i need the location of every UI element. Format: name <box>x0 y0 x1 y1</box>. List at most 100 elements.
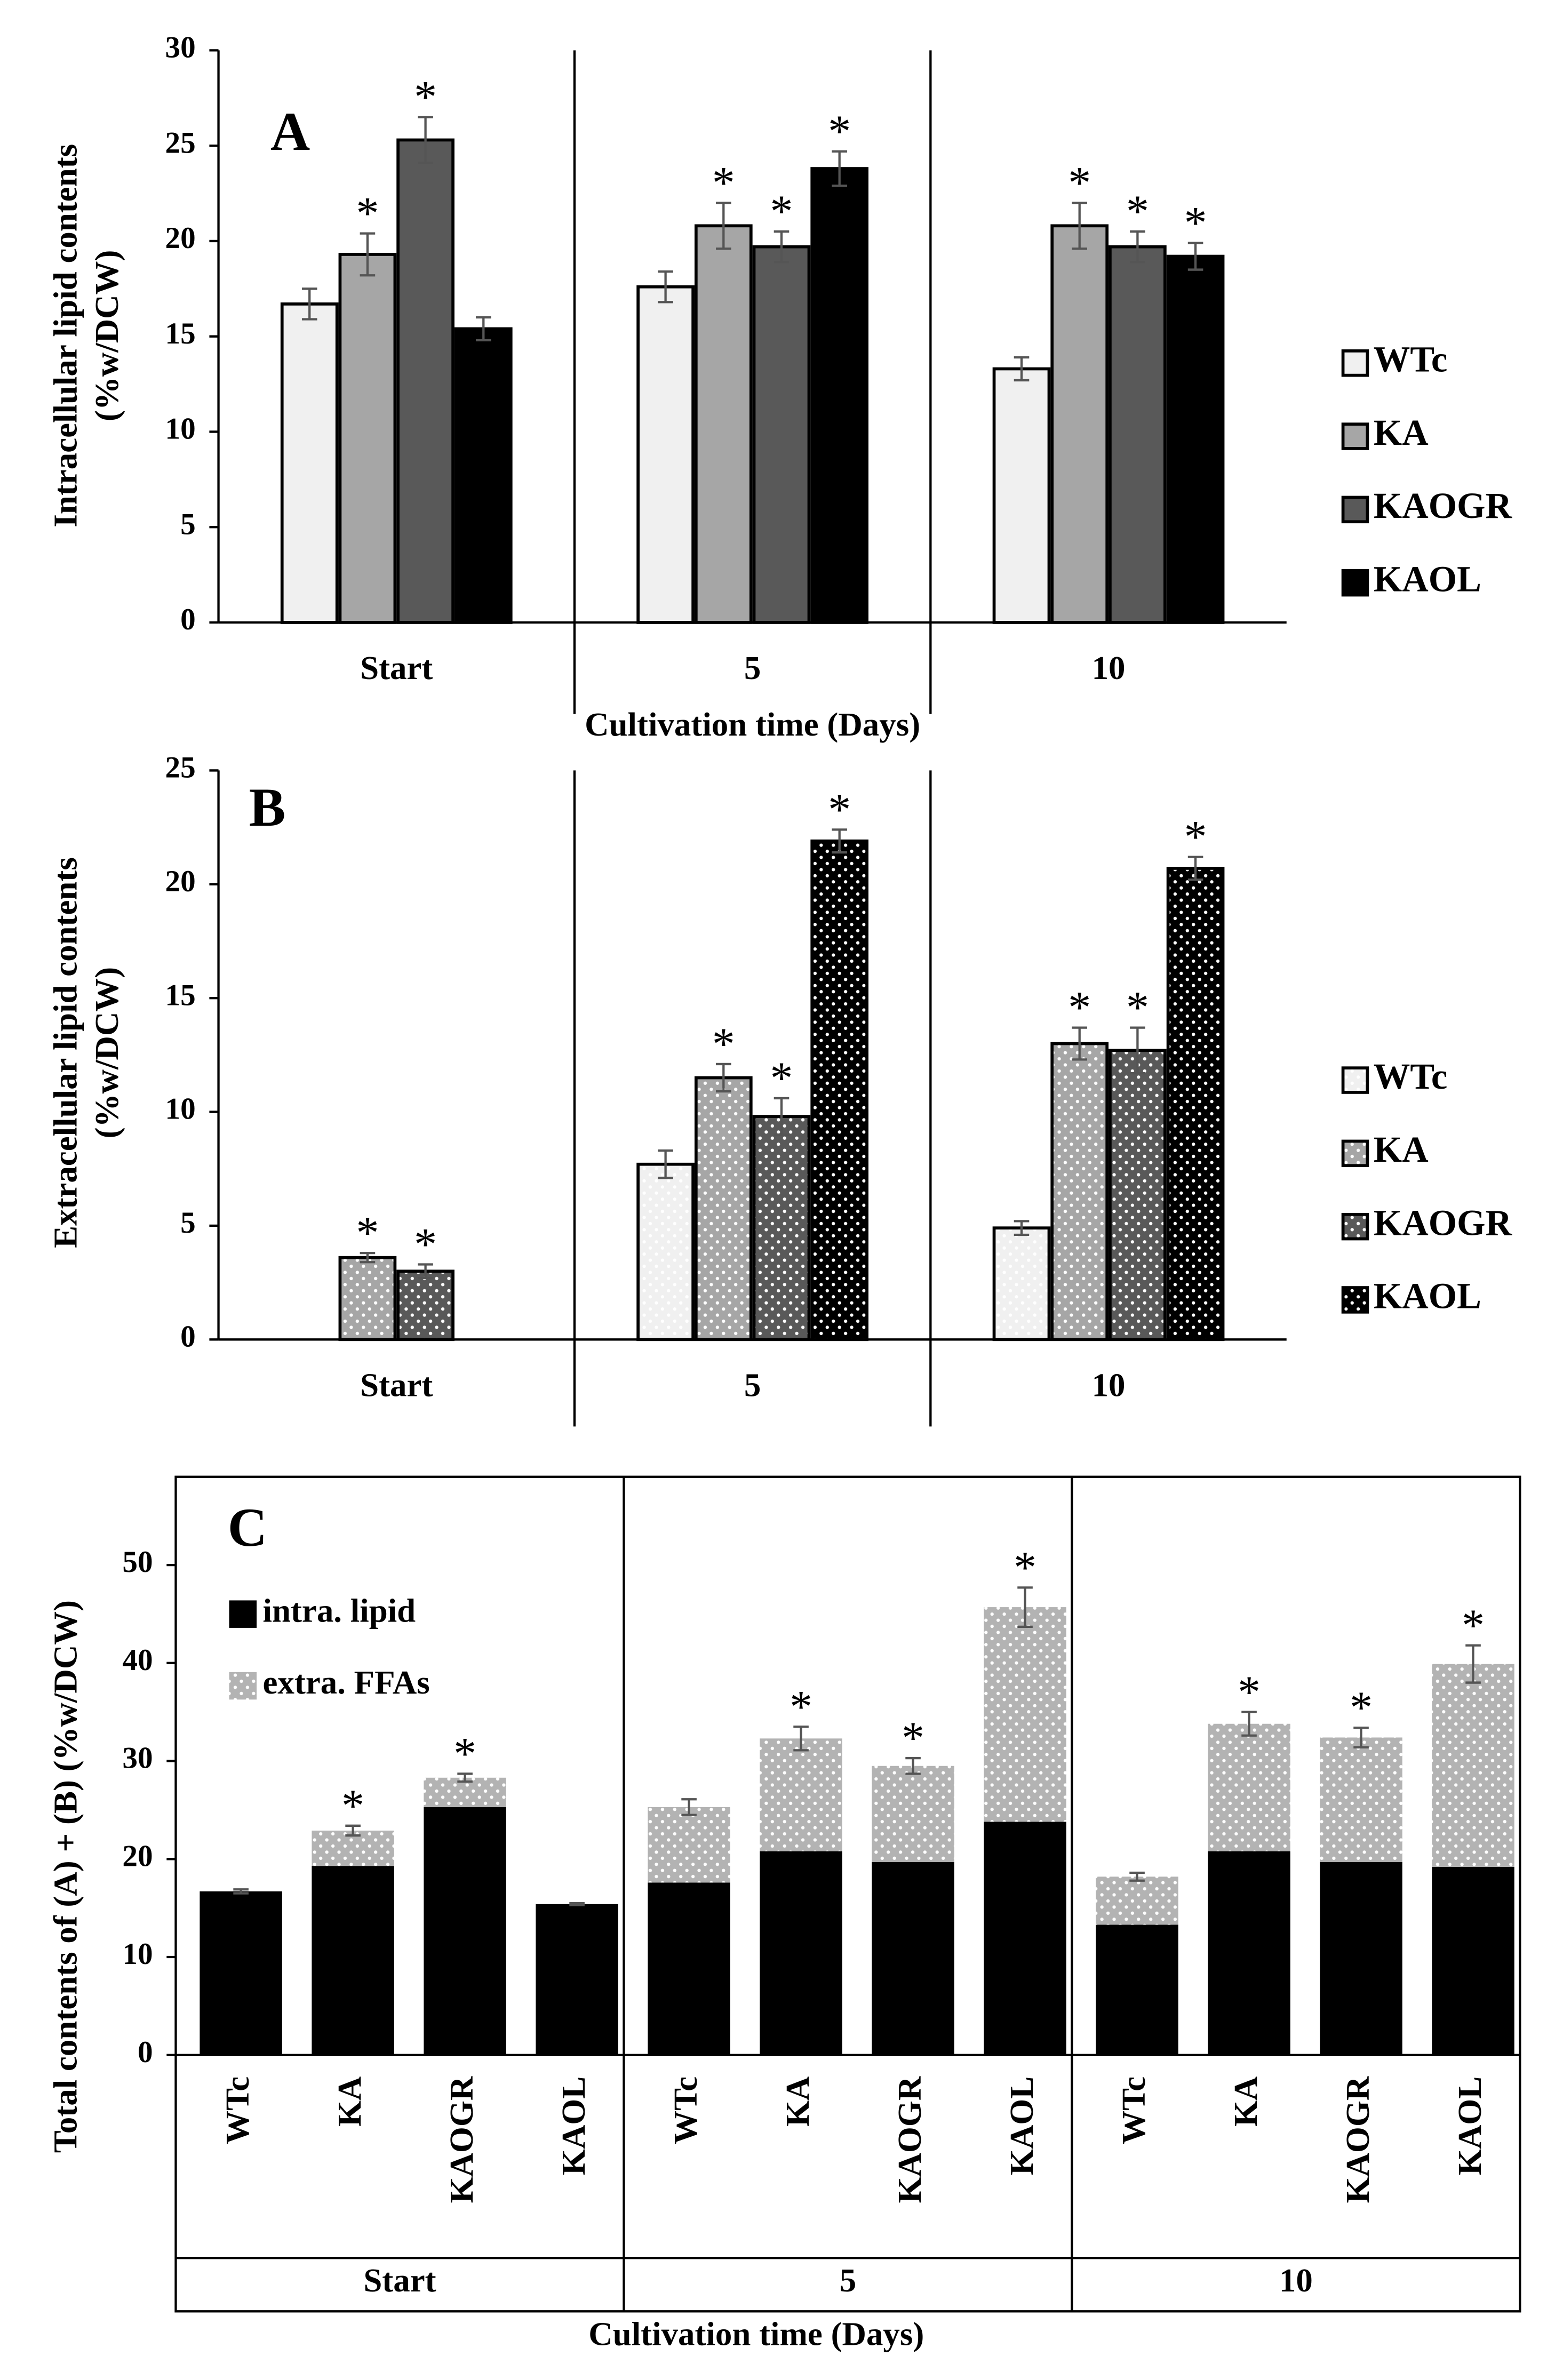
error-bar <box>360 1251 376 1264</box>
significance-label: * <box>414 1219 437 1270</box>
error-bar <box>1072 1026 1088 1061</box>
y-tick-label: 10 <box>165 412 195 446</box>
bar <box>636 1162 695 1341</box>
bar-segment <box>760 1851 842 2055</box>
x-tick-label: WTc <box>667 2076 704 2144</box>
bar-segment <box>1320 1737 1402 1862</box>
y-tick-label: 10 <box>122 1937 153 1971</box>
y-tick-label: 5 <box>180 507 196 541</box>
y-axis-label: Intracellular lipid contents <box>47 144 84 528</box>
x-tick-label: WTc <box>1115 2076 1152 2144</box>
error-bar <box>360 232 376 277</box>
significance-label: * <box>1238 1667 1261 1718</box>
legend-label: KAOL <box>1374 1276 1481 1316</box>
bar-segment <box>536 1904 618 2055</box>
bar <box>280 302 339 624</box>
legend-label: KAOGR <box>1374 1202 1513 1243</box>
bar-segment <box>872 1862 954 2055</box>
x-tick-label: WTc <box>219 2076 256 2144</box>
bar <box>338 1256 397 1341</box>
significance-label: * <box>453 1729 476 1779</box>
legend-swatch <box>1341 569 1369 597</box>
legend-label: KAOGR <box>1374 485 1513 526</box>
x-tick-label: KA <box>331 2076 368 2127</box>
significance-label: * <box>1462 1600 1485 1651</box>
x-tick-label: KAOGR <box>443 2076 480 2203</box>
error-bar <box>569 1902 585 1906</box>
error-bar <box>233 1888 249 1895</box>
group-label: 10 <box>1279 2262 1313 2299</box>
bar-segment <box>1432 1866 1514 2055</box>
y-axis-label: (%w/DCW) <box>88 967 125 1138</box>
y-tick-label: 50 <box>122 1545 153 1579</box>
significance-label: * <box>828 106 851 157</box>
significance-label: * <box>414 72 437 123</box>
bar <box>1050 224 1109 624</box>
error-bar <box>716 1063 731 1093</box>
bar <box>810 167 869 624</box>
bar <box>338 253 397 624</box>
bar <box>454 327 513 624</box>
significance-label: * <box>1126 983 1149 1033</box>
error-bar <box>793 1726 809 1752</box>
bar-segment <box>984 1822 1066 2055</box>
significance-label: * <box>356 1208 379 1258</box>
y-tick-label: 20 <box>165 865 195 898</box>
legend-swatch <box>1341 422 1369 450</box>
error-bar <box>1072 202 1088 250</box>
error-bar <box>1187 856 1203 881</box>
significance-label: * <box>1184 812 1207 862</box>
significance-label: * <box>1126 186 1149 237</box>
significance-label: * <box>1350 1682 1373 1733</box>
legend-swatch <box>1341 1066 1369 1094</box>
legend-label: intra. lipid <box>263 1592 416 1630</box>
error-bar <box>658 270 673 304</box>
error-bar <box>457 1772 473 1783</box>
error-bar <box>475 316 491 341</box>
y-tick-label: 20 <box>165 221 195 255</box>
y-axis-label: Extracellular lipid contents <box>47 857 84 1248</box>
bar-segment <box>312 1866 394 2055</box>
significance-label: * <box>902 1713 924 1763</box>
bar <box>396 1269 454 1341</box>
legend-swatch <box>1341 1212 1369 1241</box>
x-tick-label: KAOGR <box>1339 2076 1376 2203</box>
error-bar <box>1129 1871 1145 1882</box>
error-bar <box>1130 230 1145 263</box>
x-tick-label: KAOL <box>555 2076 592 2175</box>
error-bar <box>301 287 317 321</box>
legend-label: WTc <box>1374 1056 1448 1097</box>
x-tick-label: 5 <box>744 649 761 686</box>
error-bar <box>681 1798 697 1816</box>
y-tick-label: 10 <box>165 1092 195 1126</box>
x-tick-label: KAOL <box>1451 2076 1488 2175</box>
bar <box>992 367 1051 624</box>
significance-label: * <box>1068 157 1091 208</box>
legend-label: WTc <box>1374 339 1448 379</box>
y-tick-label: 5 <box>180 1206 196 1240</box>
significance-label: * <box>1184 198 1207 249</box>
panel-title: A <box>270 101 310 162</box>
bar-segment <box>1320 1862 1402 2055</box>
x-tick-label: Start <box>360 649 433 686</box>
error-bar <box>773 1097 790 1136</box>
bar-segment <box>1432 1664 1514 1867</box>
bar <box>810 839 869 1341</box>
x-axis-label: Cultivation time (Days) <box>585 706 920 743</box>
x-tick-label: KAOL <box>1003 2076 1040 2175</box>
error-bar <box>1130 1026 1145 1075</box>
bar <box>1166 254 1225 624</box>
legend-label: KA <box>1374 412 1429 453</box>
significance-label: * <box>770 1053 793 1104</box>
bar <box>1166 867 1225 1341</box>
bar-segment <box>760 1738 842 1851</box>
error-bar <box>1187 242 1203 271</box>
bar-segment <box>424 1807 506 2055</box>
bar-segment <box>1096 1924 1178 2055</box>
significance-label: * <box>1068 983 1091 1033</box>
x-tick-label: 10 <box>1092 649 1126 686</box>
error-bar <box>345 1824 361 1837</box>
y-tick-label: 30 <box>122 1742 153 1775</box>
legend-swatch <box>1341 1139 1369 1168</box>
